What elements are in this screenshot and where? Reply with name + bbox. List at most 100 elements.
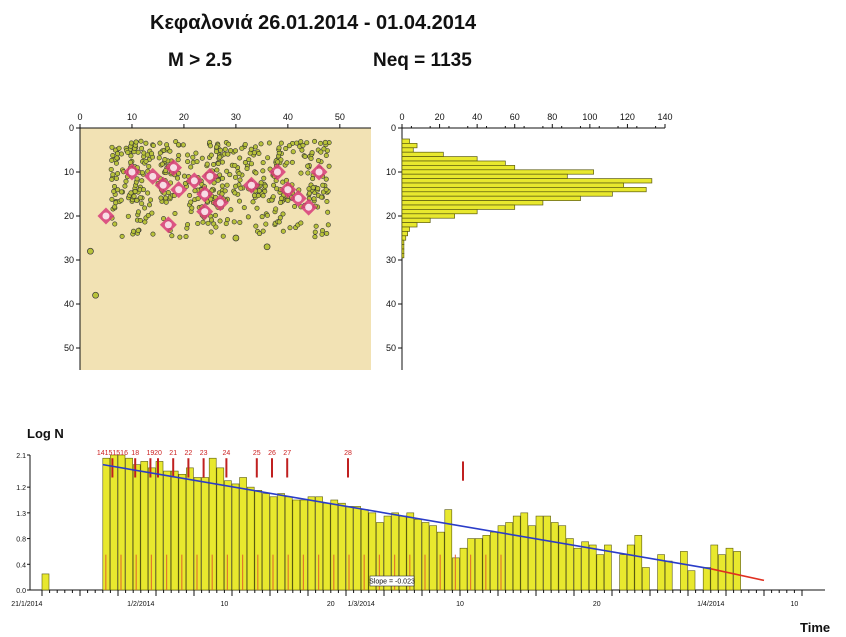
large-event-marker xyxy=(170,181,188,199)
timeline-x-tick-label: 10 xyxy=(791,601,799,608)
event-dot xyxy=(232,162,238,168)
event-dot xyxy=(224,182,230,188)
event-dot xyxy=(211,161,217,167)
timeline-bar xyxy=(725,547,734,591)
event-dot xyxy=(163,168,169,174)
histogram-bar xyxy=(401,169,594,175)
scatter-y-tick-label: 50 xyxy=(64,343,74,353)
event-dot xyxy=(118,197,124,203)
scatter-y-tick-label: 40 xyxy=(64,299,74,309)
event-dot xyxy=(185,152,191,158)
event-dot xyxy=(113,200,119,206)
event-dot xyxy=(208,229,214,235)
histogram-bar xyxy=(401,191,613,197)
event-dot xyxy=(224,168,230,174)
event-dot xyxy=(323,153,329,159)
event-dot xyxy=(299,147,305,153)
event-dot xyxy=(304,140,310,146)
timeline-x-tick-label: 1/2/2014 xyxy=(127,601,154,608)
event-dot xyxy=(276,145,282,151)
event-dot xyxy=(251,192,257,198)
event-dot xyxy=(284,160,290,166)
event-dot xyxy=(119,189,125,195)
event-dot xyxy=(292,204,298,210)
cluster-label: 25 xyxy=(253,450,261,457)
event-dot xyxy=(116,145,122,151)
event-dot xyxy=(188,199,194,205)
event-dot xyxy=(176,152,182,158)
event-dot xyxy=(109,157,115,163)
event-dot xyxy=(192,188,198,194)
histogram-bar xyxy=(401,173,568,179)
event-dot xyxy=(195,196,201,202)
timeline-bar xyxy=(170,470,179,591)
cluster-label: 21 xyxy=(169,450,177,457)
event-dot xyxy=(133,139,139,145)
event-dot xyxy=(208,152,214,158)
timeline-bar xyxy=(664,560,673,591)
event-dot xyxy=(271,182,277,188)
event-dot xyxy=(279,195,285,201)
timeline-bar xyxy=(338,502,346,591)
histogram-y-tick-label: 20 xyxy=(386,211,396,221)
event-dot xyxy=(264,212,270,218)
event-dot xyxy=(163,199,169,205)
event-dot xyxy=(200,219,206,225)
event-dot xyxy=(310,176,316,182)
large-event-marker xyxy=(300,198,318,216)
event-dot xyxy=(162,157,168,163)
cluster-label: 20 xyxy=(154,450,162,457)
event-dot xyxy=(177,234,183,240)
timeline-bar xyxy=(246,486,255,591)
event-dot xyxy=(165,190,171,196)
event-dot xyxy=(237,198,243,204)
event-dot xyxy=(157,140,163,146)
timeline-bar xyxy=(201,477,209,591)
timeline-x-tick-label: 10 xyxy=(456,601,464,608)
event-dot xyxy=(256,151,262,157)
timeline-bar xyxy=(368,512,377,591)
event-dot xyxy=(233,183,239,189)
timeline-bar xyxy=(604,544,612,591)
histogram-bar xyxy=(401,244,405,250)
histogram-bar xyxy=(401,151,444,157)
event-dot xyxy=(280,211,286,217)
event-dot xyxy=(245,214,251,220)
event-dot xyxy=(278,200,284,206)
event-dot xyxy=(125,213,131,219)
event-dot xyxy=(142,219,148,225)
event-dot xyxy=(265,155,271,161)
event-dot xyxy=(259,214,265,220)
large-event-core xyxy=(206,172,214,180)
cluster-label: 24 xyxy=(223,450,231,457)
timeline-bar xyxy=(353,506,361,591)
event-dot xyxy=(275,159,281,165)
event-dot xyxy=(188,164,194,170)
scatter-y-tick-label: 0 xyxy=(69,123,74,133)
event-dot xyxy=(112,183,118,189)
scatter-x-tick-label: 10 xyxy=(127,112,137,122)
event-dot xyxy=(238,185,244,191)
event-dot xyxy=(159,161,165,167)
event-dot xyxy=(318,140,324,146)
event-dot xyxy=(261,175,267,181)
event-dot xyxy=(128,153,134,159)
event-dot xyxy=(237,155,243,161)
event-dot xyxy=(161,216,167,222)
event-dot xyxy=(276,219,282,225)
event-dot xyxy=(232,190,238,196)
event-dot xyxy=(325,222,331,228)
histogram-bar xyxy=(401,231,408,237)
scatter-x-tick-label: 40 xyxy=(283,112,293,122)
timeline-bar xyxy=(307,496,316,591)
event-dot xyxy=(263,221,269,227)
event-dot xyxy=(213,224,219,230)
event-dot xyxy=(241,205,247,211)
large-event-core xyxy=(128,168,136,176)
large-event-marker xyxy=(154,176,172,194)
event-dot xyxy=(222,188,228,194)
histogram-x-tick-label: 140 xyxy=(657,112,672,122)
cluster-label: 28 xyxy=(344,450,352,457)
large-event-marker xyxy=(310,163,328,181)
large-event-core xyxy=(149,172,157,180)
